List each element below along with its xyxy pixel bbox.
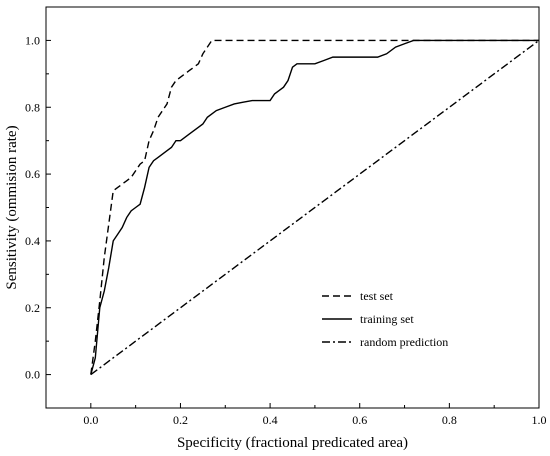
x-axis-label: Specificity (fractional predicated area) bbox=[177, 435, 408, 451]
y-tick-label: 0.4 bbox=[25, 234, 40, 248]
x-tick-label: 0.0 bbox=[83, 413, 98, 427]
x-axis-ticks: 0.0 0.2 0.4 0.6 0.8 1.0 bbox=[45, 403, 547, 427]
y-axis-ticks: 0.0 0.2 0.4 0.6 0.8 1.0 bbox=[25, 33, 51, 382]
series-line-random-prediction bbox=[90, 39, 540, 376]
y-tick-label: 0.6 bbox=[25, 167, 40, 181]
legend-label: test set bbox=[360, 289, 394, 303]
series-line-test-set bbox=[90, 39, 539, 375]
legend: test set training set random prediction bbox=[322, 289, 448, 349]
legend-label: training set bbox=[360, 312, 414, 326]
y-axis-label: Sensitivity (ommision rate) bbox=[4, 125, 20, 289]
x-tick-label: 0.8 bbox=[442, 413, 457, 427]
series-group bbox=[90, 39, 540, 376]
y-tick-label: 1.0 bbox=[25, 33, 40, 47]
x-tick-label: 0.2 bbox=[173, 413, 188, 427]
legend-label: random prediction bbox=[360, 335, 448, 349]
y-tick-label: 0.0 bbox=[25, 368, 40, 382]
x-tick-label: 1.0 bbox=[532, 413, 547, 427]
y-tick-label: 0.8 bbox=[25, 100, 40, 114]
plot-area: 0.0 0.2 0.4 0.6 0.8 1.0 0.0 0.2 0.4 0.6 0.8 1.0 bbox=[25, 6, 547, 427]
x-tick-label: 0.6 bbox=[352, 413, 367, 427]
y-tick-label: 0.2 bbox=[25, 301, 40, 315]
series-line-training-set bbox=[90, 39, 539, 375]
x-tick-label: 0.4 bbox=[263, 413, 278, 427]
